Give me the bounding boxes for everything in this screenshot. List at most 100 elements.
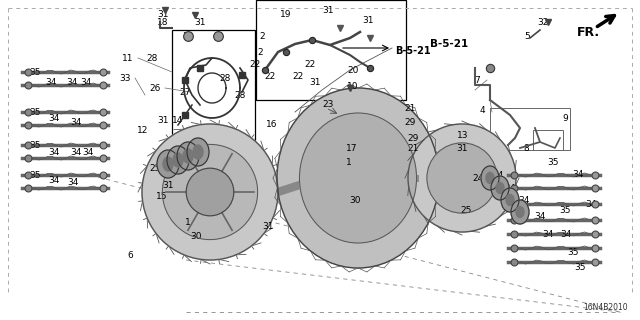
Ellipse shape: [516, 206, 524, 218]
Text: 11: 11: [122, 53, 134, 62]
Text: 21: 21: [407, 143, 419, 153]
Text: 34: 34: [560, 229, 572, 238]
Bar: [172, 30, 255, 140]
Text: 29: 29: [404, 117, 416, 126]
Text: 23: 23: [323, 100, 333, 108]
Text: B-5-21: B-5-21: [395, 46, 431, 56]
Text: 30: 30: [190, 231, 202, 241]
Text: 31: 31: [456, 143, 468, 153]
Text: 3: 3: [182, 31, 188, 41]
Text: 34: 34: [70, 148, 82, 156]
Text: 25: 25: [460, 205, 472, 214]
Text: 28: 28: [234, 91, 246, 100]
Text: 1: 1: [346, 157, 352, 166]
Text: 31: 31: [262, 221, 274, 230]
Ellipse shape: [177, 142, 199, 170]
Text: 34: 34: [45, 77, 57, 86]
Text: 21: 21: [404, 103, 416, 113]
Ellipse shape: [173, 153, 183, 167]
Ellipse shape: [486, 172, 494, 183]
Text: 10: 10: [348, 82, 359, 91]
Text: 22: 22: [292, 71, 303, 81]
Text: 34: 34: [492, 171, 504, 180]
Text: 31: 31: [163, 180, 173, 189]
Text: 34: 34: [67, 178, 79, 187]
Text: 18: 18: [157, 18, 169, 27]
Text: 31: 31: [362, 15, 374, 25]
Text: 31: 31: [157, 10, 169, 19]
Text: 31: 31: [157, 116, 169, 124]
Text: 32: 32: [538, 18, 548, 27]
Text: B-5-21: B-5-21: [430, 39, 468, 49]
Circle shape: [186, 168, 234, 216]
Text: 27: 27: [179, 87, 191, 97]
Text: 34: 34: [534, 212, 546, 220]
Text: 16N4B2010: 16N4B2010: [584, 303, 628, 312]
Text: 35: 35: [567, 247, 579, 257]
Text: 22: 22: [250, 60, 260, 68]
Text: 17: 17: [346, 143, 358, 153]
Text: 34: 34: [504, 183, 516, 193]
Text: FR.: FR.: [577, 26, 600, 38]
Text: 12: 12: [138, 125, 148, 134]
Text: 34: 34: [48, 175, 60, 185]
Text: 34: 34: [542, 229, 554, 238]
Text: 8: 8: [523, 143, 529, 153]
Text: 34: 34: [80, 77, 92, 86]
Ellipse shape: [163, 157, 173, 171]
Text: 30: 30: [349, 196, 361, 204]
Circle shape: [408, 124, 516, 232]
Circle shape: [163, 144, 258, 240]
Text: 28: 28: [220, 74, 230, 83]
Text: 2: 2: [259, 31, 265, 41]
Text: 6: 6: [127, 252, 133, 260]
Text: 24: 24: [163, 157, 173, 166]
Text: 28: 28: [147, 53, 157, 62]
Text: 33: 33: [119, 74, 131, 83]
Circle shape: [142, 124, 278, 260]
Text: 2: 2: [257, 47, 263, 57]
Bar: [256, 0, 406, 100]
Text: 15: 15: [156, 191, 168, 201]
Text: 22: 22: [305, 60, 316, 68]
Text: 35: 35: [29, 140, 41, 149]
Text: 34: 34: [83, 148, 93, 156]
Text: 22: 22: [264, 71, 276, 81]
Text: 20: 20: [348, 66, 358, 75]
Text: 3: 3: [215, 31, 221, 41]
Ellipse shape: [193, 145, 203, 159]
Text: 34: 34: [518, 196, 530, 204]
Text: 35: 35: [574, 263, 586, 273]
Text: 35: 35: [29, 171, 41, 180]
Text: 16: 16: [266, 119, 278, 129]
Text: 31: 31: [195, 18, 205, 27]
Text: 25: 25: [149, 164, 161, 172]
Text: 4: 4: [479, 106, 485, 115]
Text: 35: 35: [29, 68, 41, 76]
Text: 34: 34: [48, 114, 60, 123]
Text: 14: 14: [172, 116, 184, 124]
Ellipse shape: [277, 88, 439, 268]
Text: 34: 34: [586, 199, 596, 209]
Text: 26: 26: [149, 84, 161, 92]
Ellipse shape: [481, 166, 499, 190]
Ellipse shape: [491, 176, 509, 200]
Text: 35: 35: [547, 157, 559, 166]
Circle shape: [427, 143, 497, 213]
Text: 34: 34: [48, 148, 60, 156]
Text: 24: 24: [472, 173, 484, 182]
Ellipse shape: [501, 188, 519, 212]
Ellipse shape: [506, 195, 514, 205]
Text: 7: 7: [474, 76, 480, 84]
Bar: [490, 108, 570, 150]
Ellipse shape: [167, 146, 189, 174]
Ellipse shape: [300, 113, 417, 243]
Text: 34: 34: [70, 117, 82, 126]
Ellipse shape: [157, 150, 179, 178]
Ellipse shape: [511, 200, 529, 224]
Ellipse shape: [183, 149, 193, 163]
Text: 9: 9: [562, 114, 568, 123]
Text: 1: 1: [185, 218, 191, 227]
Text: 34: 34: [67, 77, 77, 86]
Text: 35: 35: [29, 108, 41, 116]
